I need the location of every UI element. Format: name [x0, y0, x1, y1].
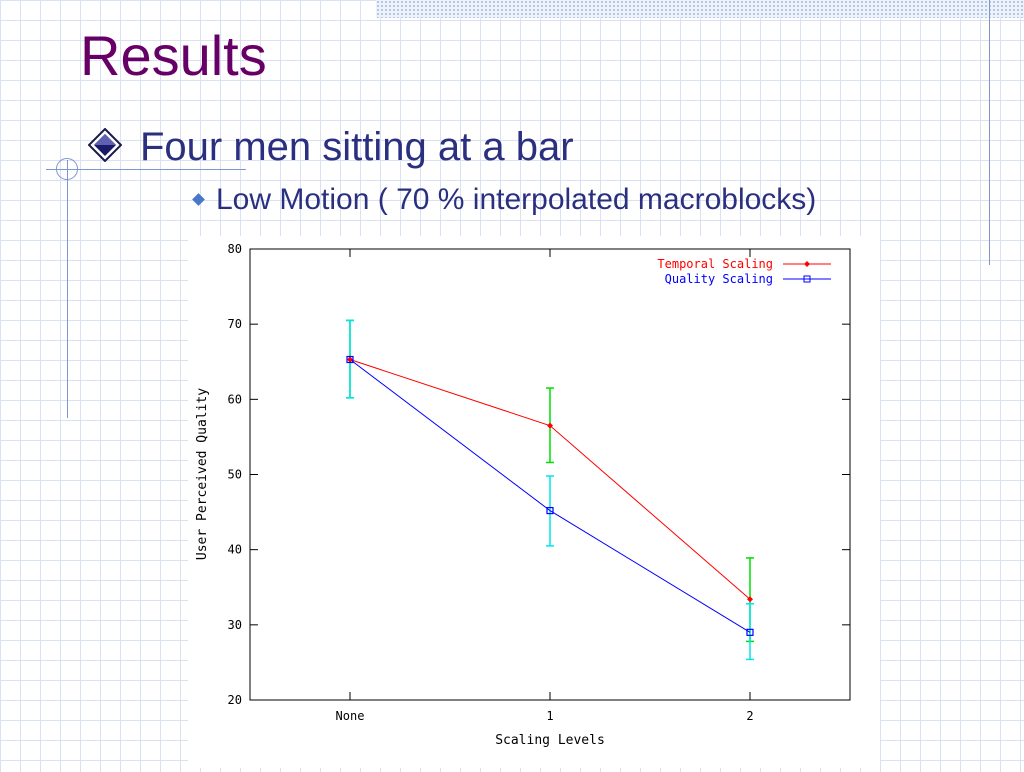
data-point [746, 628, 754, 636]
quality-chart: 20 30 40 50 60 70 80 None 1 2 Temporal ScalingQu… [195, 242, 851, 748]
small-diamond-icon [192, 193, 205, 206]
bullet-level2-text: Low Motion ( 70 % interpolated macrobloc… [216, 183, 817, 216]
y-tick-label: 70 [228, 317, 242, 331]
slide-title: Results [80, 24, 267, 87]
series-line-1 [349, 359, 751, 633]
left-horizontal-rule [46, 169, 246, 170]
y-tick-label: 80 [228, 242, 242, 256]
y-tick-label: 40 [228, 543, 242, 557]
y-tick-label: 30 [228, 618, 242, 632]
bullet-level1-text: Four men sitting at a bar [140, 125, 574, 169]
data-point [546, 506, 554, 515]
y-tick-label: 20 [228, 693, 242, 707]
data-point [346, 355, 354, 364]
left-vertical-rule [67, 160, 68, 418]
chart-container: 20 30 40 50 60 70 80 None 1 2 Temporal Scaling Qu… [188, 236, 880, 768]
data-point [747, 596, 753, 603]
legend-label: Quality Scaling [665, 272, 773, 286]
legend-marker [803, 275, 811, 283]
top-decorative-band [376, 0, 1024, 18]
x-tick-label: 1 [546, 709, 553, 723]
legend-label: Temporal Scaling [657, 257, 773, 271]
x-axis-label: Scaling Levels [495, 733, 605, 748]
legend-marker [804, 261, 810, 267]
right-vertical-rule [989, 0, 990, 265]
plot-frame [249, 248, 851, 701]
x-tick-label: None [336, 709, 365, 723]
y-tick-label: 60 [228, 392, 242, 406]
x-tick-label: 2 [746, 709, 753, 723]
data-point [547, 422, 553, 429]
y-tick-label: 50 [228, 468, 242, 482]
data-point [347, 356, 353, 363]
y-axis-label: User Perceived Quality [195, 388, 210, 560]
rule-circle-ornament [56, 158, 78, 180]
diamond-bullet-icon [88, 128, 122, 162]
